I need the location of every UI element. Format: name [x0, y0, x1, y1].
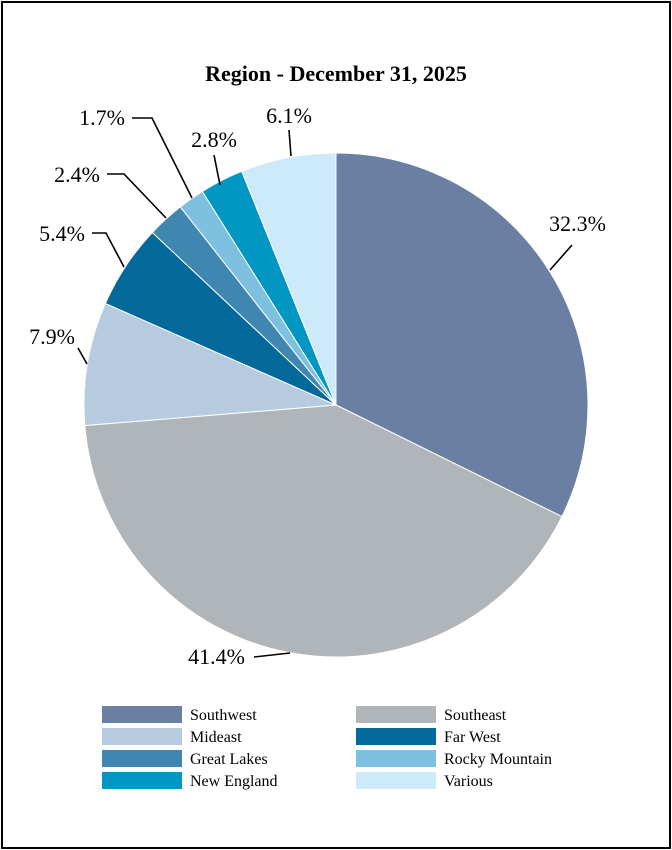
leader-line-rocky-mountain [132, 117, 193, 199]
legend-label-mideast: Mideast [190, 729, 242, 746]
legend-label-various: Various [444, 773, 493, 790]
data-label-new-england: 2.8% [191, 127, 237, 152]
slice-southwest [335, 152, 589, 518]
legend-label-great-lakes: Great Lakes [190, 751, 268, 768]
legend-label-rocky-mountain: Rocky Mountain [444, 751, 552, 768]
leader-line-southwest [549, 244, 573, 271]
chart-title: Region - December 31, 2025 [205, 61, 467, 86]
data-label-great-lakes: 2.4% [54, 162, 100, 187]
legend-swatch-rocky-mountain [356, 750, 436, 767]
legend-label-southwest: Southwest [190, 707, 257, 724]
slice-various [241, 152, 337, 406]
legend-swatch-various [356, 772, 436, 789]
legend-swatch-southeast [356, 706, 436, 723]
legend-swatch-new-england [102, 772, 182, 789]
legend-swatch-mideast [102, 728, 182, 745]
leader-line-new-england [213, 154, 221, 186]
data-label-far-west: 5.4% [39, 221, 85, 246]
legend-label-far-west: Far West [444, 729, 501, 746]
legend-label-southeast: Southeast [444, 707, 507, 724]
leader-line-great-lakes [107, 173, 167, 219]
legend-label-new-england: New England [190, 773, 278, 790]
legend: Southwest Southeast Mideast Far West Great L… [102, 706, 552, 790]
data-label-rocky-mountain: 1.7% [79, 105, 125, 130]
data-label-mideast: 7.9% [29, 324, 75, 349]
legend-swatch-great-lakes [102, 750, 182, 767]
data-label-various: 6.1% [266, 103, 312, 128]
legend-swatch-southwest [102, 706, 182, 723]
leader-line-far-west [92, 232, 125, 268]
legend-swatch-far-west [356, 728, 436, 745]
data-label-southwest: 32.3% [549, 211, 606, 236]
leader-line-various [288, 129, 292, 157]
data-label-southeast: 41.4% [188, 644, 245, 669]
leader-line-mideast [77, 347, 88, 365]
leader-line-southeast [253, 652, 291, 658]
